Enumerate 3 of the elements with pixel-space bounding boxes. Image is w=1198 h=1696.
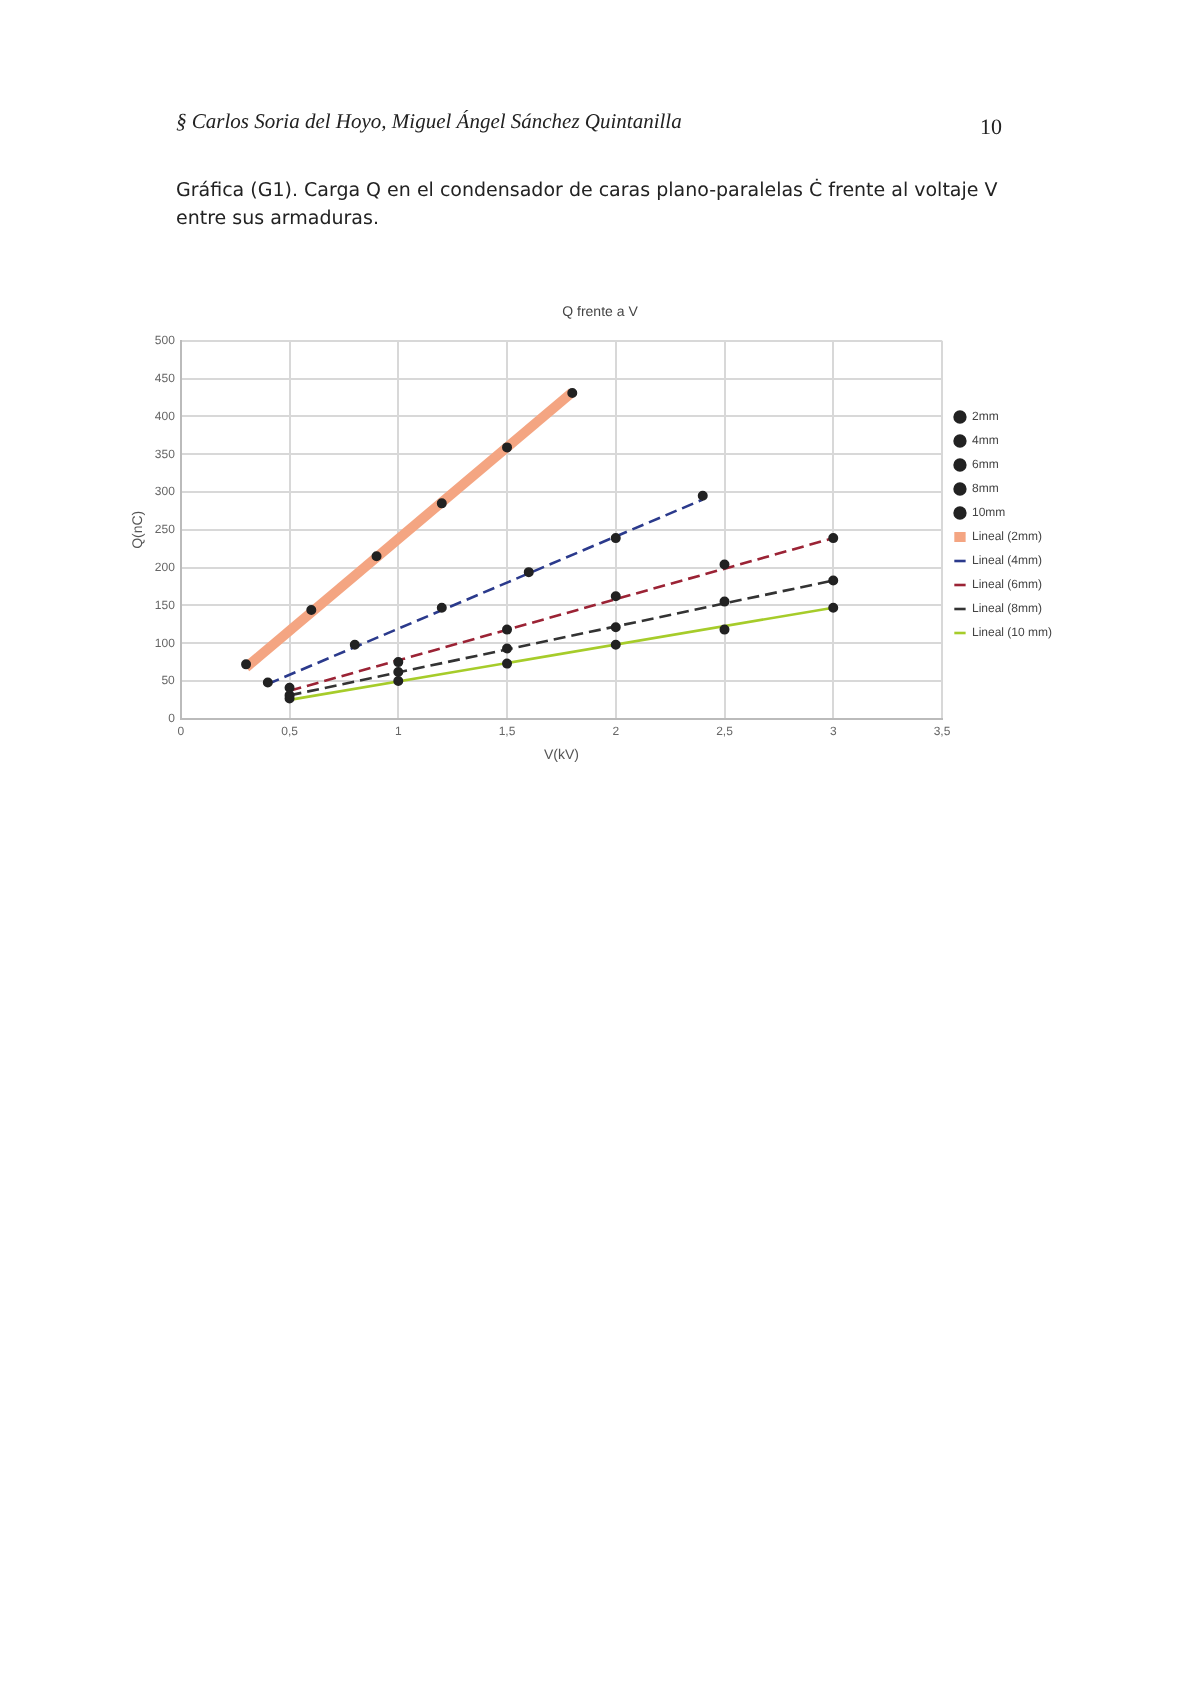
text: 10: [980, 116, 1002, 140]
text: Gráfica (G1). Carga Q en el condensador de caras plano-paralelas Ċ frente al voltaje V entre sus armaduras.: [176, 178, 1000, 234]
text: § Carlos Soria del Hoyo, Miguel Ángel Sánchez Quintanilla: [176, 112, 682, 134]
